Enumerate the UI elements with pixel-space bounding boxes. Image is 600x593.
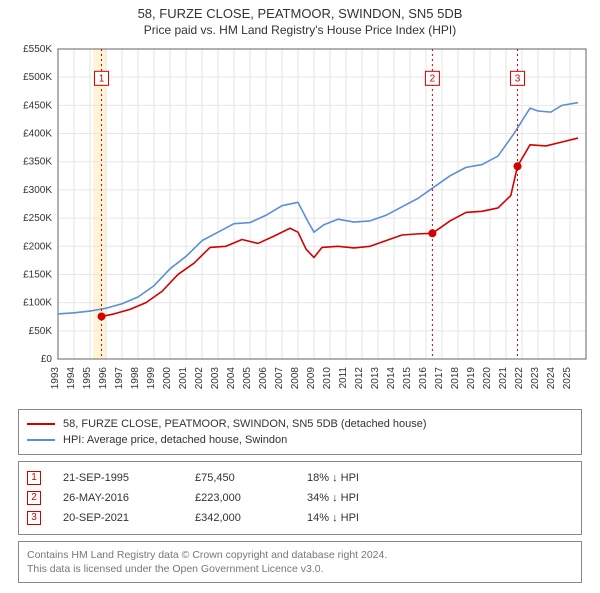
svg-text:2008: 2008 <box>290 367 301 390</box>
event-price: £75,450 <box>195 468 285 488</box>
sale-event-row: 1 21-SEP-1995 £75,450 18% ↓ HPI <box>27 468 573 488</box>
chart-svg: £0 £50K £100K £150K £200K £250K £300K £350K £400… <box>10 43 590 403</box>
svg-text:£550K: £550K <box>23 44 52 55</box>
svg-text:2006: 2006 <box>258 367 269 390</box>
svg-text:3: 3 <box>515 73 521 84</box>
event-date: 20-SEP-2021 <box>63 508 173 528</box>
svg-text:£350K: £350K <box>23 157 52 168</box>
event-marker: 1 <box>27 471 41 485</box>
svg-text:2014: 2014 <box>386 367 397 390</box>
event-delta: 18% ↓ HPI <box>307 468 359 488</box>
svg-text:£50K: £50K <box>29 326 53 337</box>
event-marker: 3 <box>27 511 41 525</box>
svg-text:£0: £0 <box>41 354 53 365</box>
svg-text:2007: 2007 <box>274 367 285 390</box>
page-title: 58, FURZE CLOSE, PEATMOOR, SWINDON, SN5 … <box>10 6 590 21</box>
legend-item: 58, FURZE CLOSE, PEATMOOR, SWINDON, SN5 … <box>27 416 573 432</box>
svg-text:2005: 2005 <box>242 367 253 390</box>
svg-text:2011: 2011 <box>338 367 349 389</box>
event-price: £223,000 <box>195 488 285 508</box>
svg-text:2012: 2012 <box>354 367 365 390</box>
page-root: 58, FURZE CLOSE, PEATMOOR, SWINDON, SN5 … <box>0 0 600 593</box>
legend-swatch <box>27 423 55 425</box>
svg-text:2023: 2023 <box>530 367 541 390</box>
legend-swatch <box>27 439 55 441</box>
sale-events: 1 21-SEP-1995 £75,450 18% ↓ HPI 2 26-MAY-2016… <box>18 461 582 535</box>
event-date: 26-MAY-2016 <box>63 488 173 508</box>
footnote-line: This data is licensed under the Open Gov… <box>27 562 573 576</box>
legend: 58, FURZE CLOSE, PEATMOOR, SWINDON, SN5 … <box>18 409 582 455</box>
svg-text:1997: 1997 <box>114 367 125 390</box>
footnote-line: Contains HM Land Registry data © Crown c… <box>27 548 573 562</box>
event-delta: 34% ↓ HPI <box>307 488 359 508</box>
svg-text:2017: 2017 <box>434 367 445 390</box>
svg-text:1995: 1995 <box>82 367 93 390</box>
svg-text:1999: 1999 <box>146 367 157 390</box>
legend-label: 58, FURZE CLOSE, PEATMOOR, SWINDON, SN5 … <box>63 416 427 432</box>
event-date: 21-SEP-1995 <box>63 468 173 488</box>
svg-text:2004: 2004 <box>226 367 237 390</box>
svg-text:2000: 2000 <box>162 367 173 390</box>
svg-text:£200K: £200K <box>23 241 52 252</box>
svg-text:£150K: £150K <box>23 269 52 280</box>
svg-text:2022: 2022 <box>514 367 525 390</box>
svg-text:1: 1 <box>99 73 105 84</box>
svg-text:1994: 1994 <box>66 367 77 390</box>
legend-label: HPI: Average price, detached house, Swin… <box>63 432 287 448</box>
svg-text:£250K: £250K <box>23 213 52 224</box>
svg-text:1996: 1996 <box>98 367 109 390</box>
footnote: Contains HM Land Registry data © Crown c… <box>18 541 582 583</box>
svg-text:2: 2 <box>430 73 436 84</box>
event-price: £342,000 <box>195 508 285 528</box>
svg-text:2010: 2010 <box>322 367 333 390</box>
svg-text:£300K: £300K <box>23 185 52 196</box>
svg-text:2019: 2019 <box>466 367 477 390</box>
svg-text:£100K: £100K <box>23 298 52 309</box>
event-delta: 14% ↓ HPI <box>307 508 359 528</box>
sale-event-row: 2 26-MAY-2016 £223,000 34% ↓ HPI <box>27 488 573 508</box>
svg-text:2025: 2025 <box>562 367 573 390</box>
svg-text:2021: 2021 <box>498 367 509 390</box>
svg-text:£500K: £500K <box>23 72 52 83</box>
svg-text:2016: 2016 <box>418 367 429 390</box>
sale-event-row: 3 20-SEP-2021 £342,000 14% ↓ HPI <box>27 508 573 528</box>
svg-text:2018: 2018 <box>450 367 461 390</box>
svg-text:2013: 2013 <box>370 367 381 390</box>
svg-text:2003: 2003 <box>210 367 221 390</box>
page-subtitle: Price paid vs. HM Land Registry's House … <box>10 23 590 37</box>
event-marker: 2 <box>27 491 41 505</box>
price-chart: £0 £50K £100K £150K £200K £250K £300K £350K £400… <box>10 43 590 403</box>
legend-item: HPI: Average price, detached house, Swin… <box>27 432 573 448</box>
svg-text:2002: 2002 <box>194 367 205 390</box>
svg-text:2001: 2001 <box>178 367 189 390</box>
svg-text:1998: 1998 <box>130 367 141 390</box>
svg-text:2020: 2020 <box>482 367 493 390</box>
svg-text:1993: 1993 <box>50 367 61 390</box>
svg-text:£450K: £450K <box>23 100 52 111</box>
svg-text:2009: 2009 <box>306 367 317 390</box>
svg-text:2015: 2015 <box>402 367 413 390</box>
svg-text:£400K: £400K <box>23 129 52 140</box>
svg-text:2024: 2024 <box>546 367 557 390</box>
